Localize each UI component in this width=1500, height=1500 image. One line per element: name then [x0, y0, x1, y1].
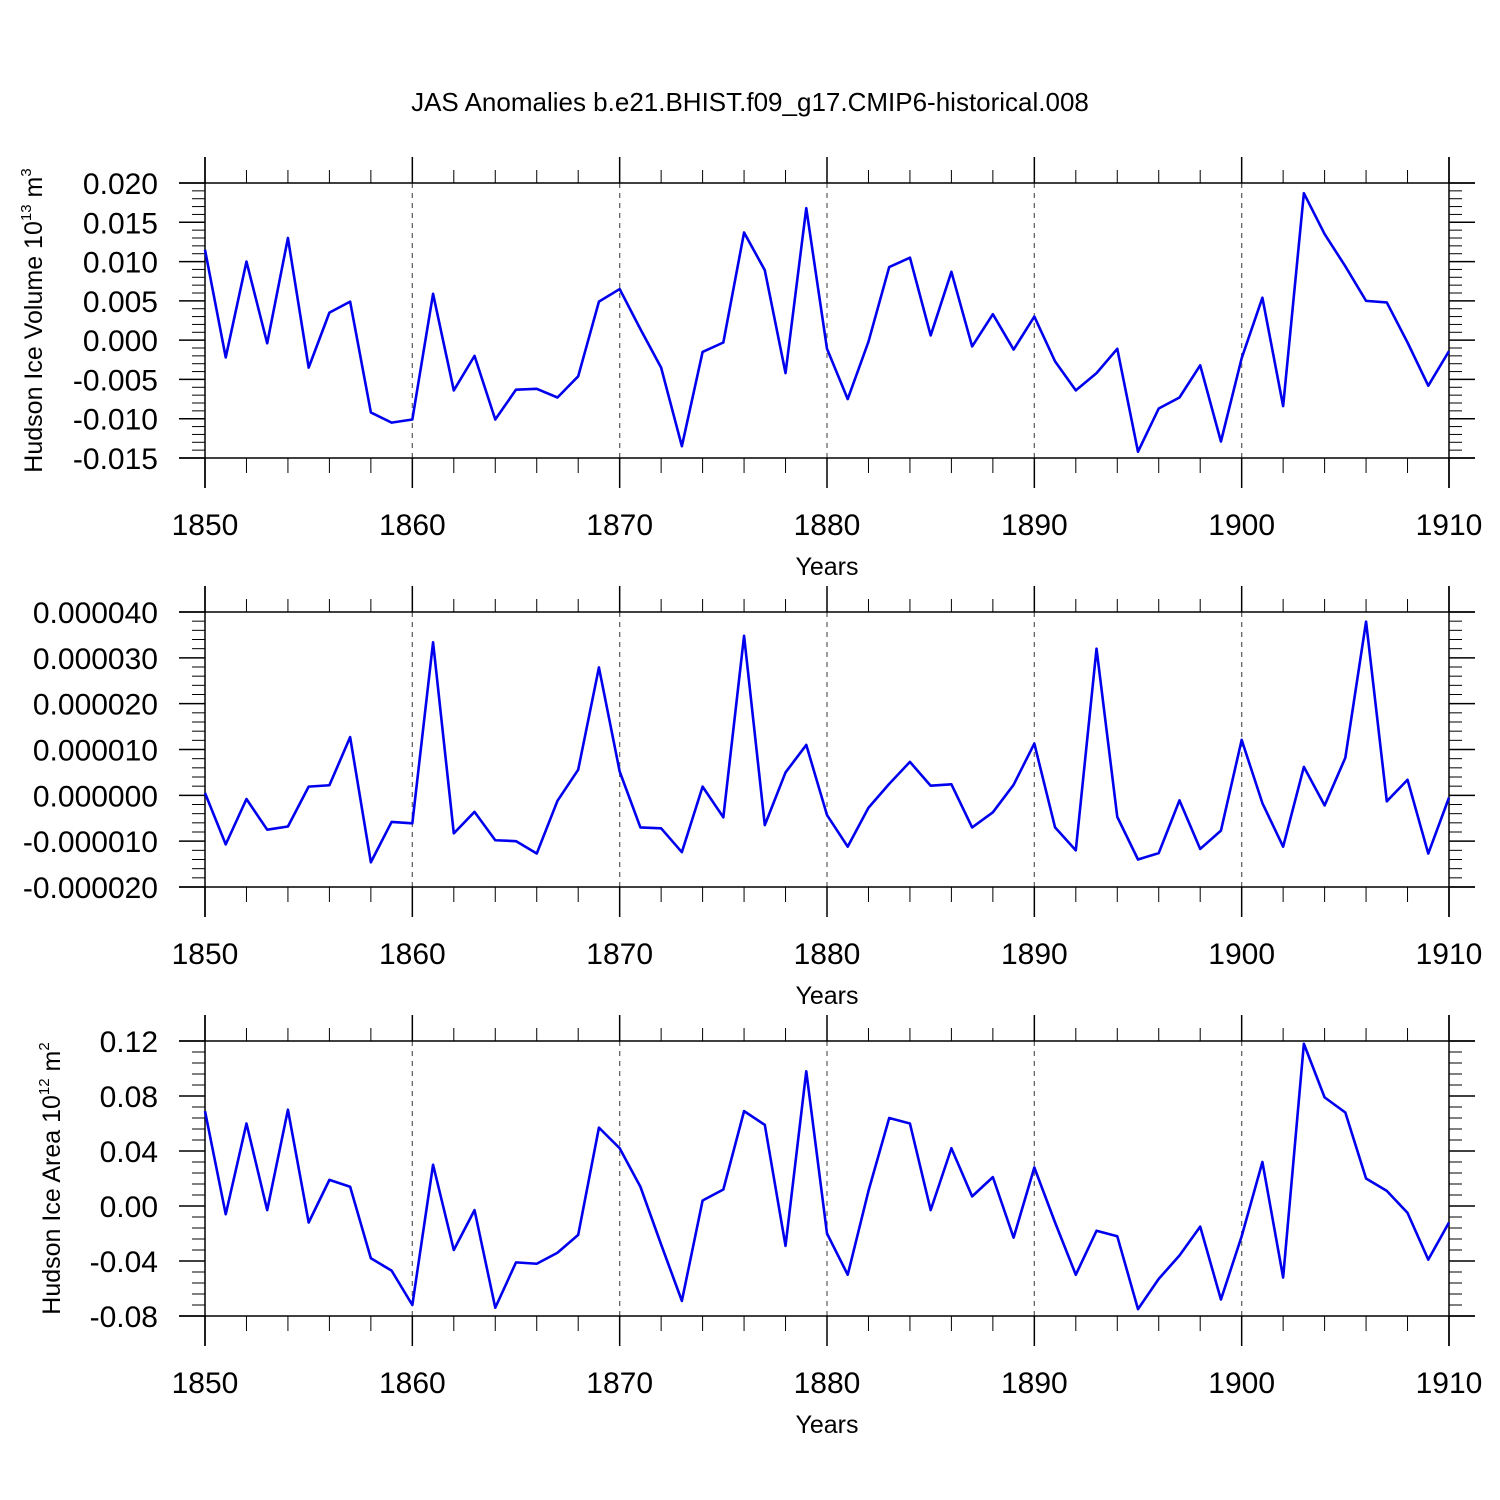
- x-tick-label: 1850: [172, 509, 239, 542]
- x-tick-label: 1890: [1001, 509, 1068, 542]
- y-axis-label: Hudson Ice Volume 1013 m3: [18, 168, 48, 472]
- y-axis-label-exponent: 2: [36, 1042, 53, 1050]
- x-tick-label: 1880: [794, 1367, 861, 1400]
- y-tick-label: 0.000010: [33, 735, 158, 768]
- y-tick-label: 0.000040: [33, 597, 158, 630]
- x-tick-label: 1900: [1208, 509, 1275, 542]
- y-axis-label-part: m: [20, 177, 48, 205]
- x-tick-label: 1910: [1416, 938, 1483, 971]
- x-tick-label: 1910: [1416, 1367, 1483, 1400]
- x-tick-label: 1900: [1208, 938, 1275, 971]
- y-tick-label: 0.000020: [33, 689, 158, 722]
- panel-middle: 0.000040 0.000030 0.000020 0.000010 0.000000…: [23, 586, 1483, 1010]
- y-axis-label-exponent: 13: [18, 204, 35, 221]
- x-tick-label: 1880: [794, 509, 861, 542]
- y-tick-label: -0.015: [73, 443, 158, 476]
- x-axis-label: Years: [795, 553, 858, 581]
- y-tick-label: 0.000: [83, 325, 158, 358]
- panel-ice-volume: 0.020 0.015 0.010 0.005 0.000 -0.005 -0.010 -0.…: [18, 157, 1482, 581]
- x-tick-label: 1860: [379, 938, 446, 971]
- y-tick-label: -0.04: [90, 1246, 158, 1279]
- y-tick-label: 0.000030: [33, 643, 158, 676]
- y-tick-label: 0.000000: [33, 780, 158, 813]
- y-tick-label: 0.00: [100, 1191, 158, 1224]
- y-tick-label: -0.000020: [23, 872, 158, 905]
- x-tick-label: 1860: [379, 509, 446, 542]
- figure-title: JAS Anomalies b.e21.BHIST.f09_g17.CMIP6-…: [411, 87, 1089, 117]
- y-tick-label: 0.010: [83, 247, 158, 280]
- y-axis-label: Hudson Ice Area 1012 m2: [36, 1042, 66, 1314]
- x-axis-label: Years: [795, 982, 858, 1010]
- y-tick-label: 0.020: [83, 168, 158, 201]
- y-tick-label: 0.12: [100, 1026, 158, 1059]
- series-line: [203, 620, 1451, 864]
- y-axis-label-part: m: [38, 1051, 66, 1079]
- y-tick-label: -0.005: [73, 364, 158, 397]
- y-axis-label-part: Hudson Ice Area 10: [38, 1095, 66, 1315]
- x-axis-label: Years: [795, 1411, 858, 1439]
- x-tick-label: 1890: [1001, 1367, 1068, 1400]
- x-tick-label: 1870: [586, 938, 653, 971]
- y-tick-label: 0.08: [100, 1081, 158, 1114]
- series-line: [203, 191, 1451, 454]
- x-tick-label: 1870: [586, 509, 653, 542]
- y-axis-label-exponent: 3: [18, 168, 35, 176]
- y-tick-label: -0.000010: [23, 826, 158, 859]
- panel-ice-area: 0.12 0.08 0.04 0.00 -0.04 -0.08 1850 1860 1870 18…: [36, 1015, 1482, 1439]
- y-tick-label: 0.015: [83, 207, 158, 240]
- x-tick-label: 1850: [172, 1367, 239, 1400]
- x-tick-label: 1860: [379, 1367, 446, 1400]
- y-axis-label-exponent: 12: [36, 1078, 53, 1095]
- y-tick-label: -0.08: [90, 1301, 158, 1334]
- x-tick-label: 1880: [794, 938, 861, 971]
- y-tick-label: -0.010: [73, 404, 158, 437]
- y-axis-label-part: Hudson Ice Volume 10: [20, 221, 48, 473]
- x-tick-label: 1900: [1208, 1367, 1275, 1400]
- y-tick-label: 0.04: [100, 1136, 158, 1169]
- x-tick-label: 1870: [586, 1367, 653, 1400]
- y-tick-label: 0.005: [83, 286, 158, 319]
- series-line: [203, 1042, 1451, 1311]
- x-tick-label: 1910: [1416, 509, 1483, 542]
- x-tick-label: 1850: [172, 938, 239, 971]
- x-tick-label: 1890: [1001, 938, 1068, 971]
